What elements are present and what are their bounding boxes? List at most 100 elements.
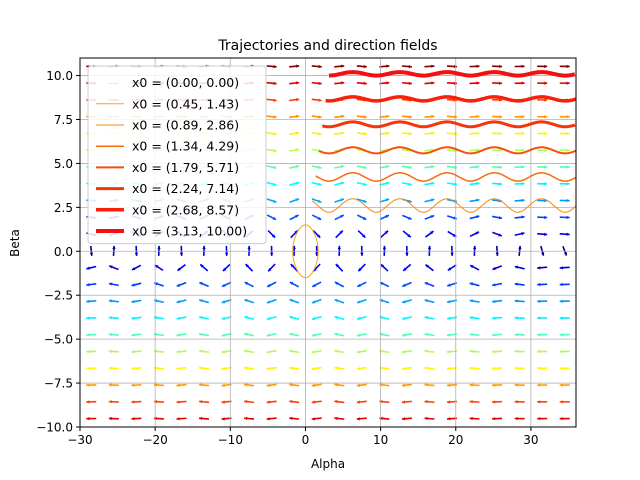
legend-label: x0 = (0.89, 2.86) (132, 118, 239, 133)
field-arrow-head (266, 350, 271, 354)
field-arrow-head (334, 332, 338, 337)
field-arrow-head (244, 299, 248, 303)
field-arrow-head (544, 182, 548, 186)
field-arrow-head (341, 81, 345, 85)
y-axis-label: Beta (8, 229, 22, 257)
field-arrow-head (318, 182, 322, 186)
trajectory-5 (321, 120, 576, 129)
field-arrow-head (566, 115, 570, 119)
field-arrow-head (176, 350, 180, 354)
field-arrow-head (386, 114, 390, 119)
field-arrow-head (273, 165, 277, 170)
field-arrow-head (289, 349, 293, 353)
field-arrow-head (289, 298, 293, 303)
field-arrow-head (334, 298, 338, 303)
field-arrow-head (405, 252, 409, 256)
field-arrow-head (134, 252, 139, 256)
field-arrow-head (341, 64, 345, 68)
field-arrow-head (273, 148, 277, 153)
field-arrow-head (402, 316, 406, 321)
field-arrow-head (403, 267, 407, 271)
trajectories (292, 70, 577, 279)
field-arrow-head (221, 316, 226, 321)
field-arrow-head (498, 64, 503, 69)
field-arrow-head (559, 333, 563, 337)
field-arrow-head (289, 332, 293, 336)
legend-box (87, 65, 267, 245)
field-arrow-head (363, 182, 367, 186)
x-tick-label: −30 (67, 433, 92, 447)
field-arrow-head (112, 245, 116, 250)
legend-label: x0 = (0.00, 0.00) (132, 75, 239, 90)
field-arrow-head (566, 165, 570, 169)
field-arrow-head (176, 300, 180, 304)
field-arrow-head (270, 252, 274, 256)
field-arrow-head (447, 316, 451, 320)
chart-title: Trajectories and direction fields (217, 38, 437, 54)
field-arrow-head (362, 234, 366, 238)
field-arrow-head (318, 115, 322, 119)
field-arrow-head (86, 366, 90, 371)
field-arrow-head (245, 264, 249, 268)
field-arrow-head (176, 400, 180, 404)
field-arrow-head (153, 316, 158, 320)
field-arrow-head (476, 215, 480, 219)
field-arrow-head (514, 299, 518, 303)
field-arrow-head (544, 148, 548, 152)
field-arrow-head (295, 214, 299, 218)
field-arrow-head (358, 267, 362, 272)
field-arrow-head (266, 383, 270, 387)
field-arrow-head (559, 400, 563, 404)
legend-label: x0 = (3.13, 10.00) (132, 224, 247, 239)
field-arrow-head (537, 366, 541, 370)
field-arrow-head (476, 148, 480, 152)
field-arrow-head (86, 349, 90, 354)
field-arrow-head (521, 232, 525, 236)
field-arrow-head (492, 417, 496, 421)
field-arrow-head (544, 115, 548, 119)
field-arrow-head (514, 282, 518, 286)
field-arrow-head (521, 114, 525, 119)
field-arrow-head (559, 266, 563, 270)
field-arrow-head (86, 266, 90, 270)
field-arrow-head (424, 282, 429, 286)
field-arrow-head (544, 215, 548, 220)
field-arrow-head (221, 366, 225, 371)
field-arrow-head (431, 81, 435, 85)
y-tick-label: −7.5 (44, 377, 73, 391)
field-arrow-head (469, 349, 473, 354)
y-tick-label: 7.5 (54, 113, 73, 127)
field-arrow-head (537, 400, 541, 404)
field-arrow-head (334, 315, 338, 320)
field-arrow-head (447, 283, 451, 287)
x-tick-label: 20 (448, 433, 463, 447)
field-arrow-head (566, 148, 570, 152)
field-arrow-head (318, 64, 322, 69)
y-tick-label: 2.5 (54, 201, 73, 215)
field-arrow-head (356, 316, 361, 321)
field-arrow-head (221, 300, 226, 304)
field-arrow-head (266, 417, 270, 421)
field-arrow-head (290, 264, 295, 268)
field-arrow-head (566, 232, 570, 236)
field-arrow-head (157, 245, 161, 250)
field-arrow-head (470, 265, 474, 269)
field-arrow-head (268, 267, 272, 272)
trajectory-4 (318, 146, 577, 155)
field-arrow-head (356, 366, 361, 371)
field-arrow-head (408, 216, 412, 220)
trajectory-3 (315, 172, 577, 182)
field-arrow-head (177, 267, 181, 271)
field-arrow-head (334, 366, 338, 370)
field-arrow-head (131, 417, 135, 421)
field-arrow-head (566, 64, 570, 69)
field-arrow-head (472, 245, 477, 250)
field-arrow-head (153, 332, 158, 337)
field-arrow-head (271, 234, 276, 238)
field-arrow-head (86, 400, 90, 404)
field-arrow-head (453, 165, 457, 169)
field-arrow-head (202, 245, 206, 250)
field-arrow-head (559, 349, 563, 354)
field-arrow-head (559, 383, 563, 387)
field-arrow-head (469, 416, 473, 421)
